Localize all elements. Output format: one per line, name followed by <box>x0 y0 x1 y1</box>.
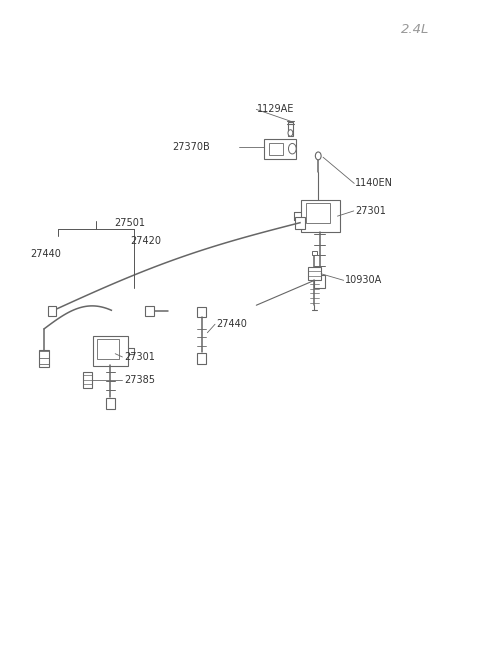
Text: 10930A: 10930A <box>345 275 382 286</box>
Bar <box>264 139 296 159</box>
Text: 27385: 27385 <box>124 375 155 385</box>
Text: 27370B: 27370B <box>172 142 210 153</box>
Bar <box>106 398 115 409</box>
Bar <box>48 306 56 316</box>
Bar <box>314 275 325 288</box>
Bar <box>83 372 92 388</box>
Circle shape <box>288 143 296 154</box>
Text: 1129AE: 1129AE <box>257 104 294 115</box>
Bar <box>295 217 305 229</box>
Text: 2.4L: 2.4L <box>401 23 430 36</box>
Bar <box>145 306 154 316</box>
Bar <box>197 307 206 317</box>
Bar <box>269 143 283 155</box>
Bar <box>312 251 317 255</box>
Bar <box>301 200 340 232</box>
Bar <box>288 122 293 136</box>
Text: 27301: 27301 <box>124 352 155 362</box>
Bar <box>308 267 321 280</box>
Bar <box>93 336 128 366</box>
Bar <box>197 353 206 364</box>
Text: 1140EN: 1140EN <box>355 178 393 189</box>
Bar <box>39 350 49 367</box>
Bar <box>97 339 119 359</box>
Circle shape <box>288 130 293 136</box>
Text: 27440: 27440 <box>30 249 60 259</box>
Bar <box>306 203 330 223</box>
Text: 27501: 27501 <box>114 217 145 228</box>
Text: 27420: 27420 <box>131 236 162 246</box>
Circle shape <box>315 152 321 160</box>
Text: 27301: 27301 <box>355 206 386 216</box>
Text: 27440: 27440 <box>216 319 247 329</box>
